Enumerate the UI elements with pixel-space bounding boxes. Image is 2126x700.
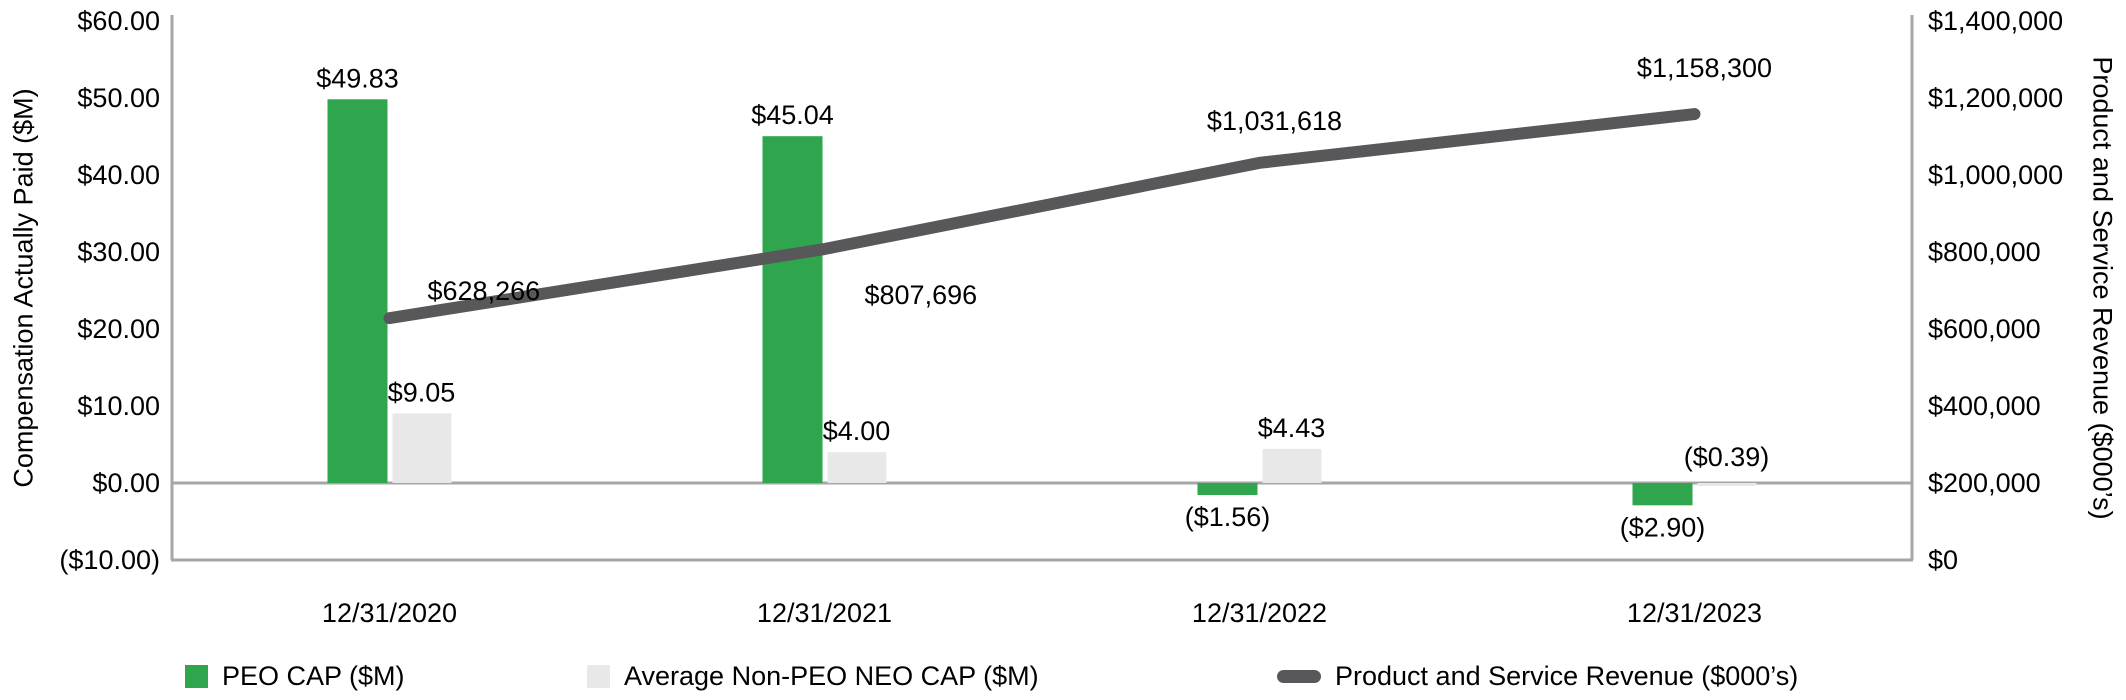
right-axis-tick-label: $400,000	[1928, 391, 2041, 421]
revenue-line	[383, 108, 1701, 325]
bar-avg-neo-cap-0	[392, 413, 452, 483]
x-axis-label: 12/31/2021	[757, 598, 892, 628]
right-axis-tick-label: $1,200,000	[1928, 83, 2063, 113]
revenue-data-label: $1,158,300	[1637, 53, 1772, 83]
peo-cap-data-label: ($1.56)	[1185, 502, 1271, 532]
legend-label-avg-non-peo-neo-cap: Average Non-PEO NEO CAP ($M)	[624, 660, 1039, 691]
left-axis-tick-label: $30.00	[77, 237, 160, 267]
bar-peo-cap-0	[327, 99, 388, 484]
bar-peo-cap-1	[762, 136, 823, 483]
avg-neo-cap-data-label: ($0.39)	[1684, 442, 1770, 472]
left-axis-tick-label: $10.00	[77, 391, 160, 421]
right-axis-tick-label: $600,000	[1928, 314, 2041, 344]
bar-peo-cap-2	[1197, 483, 1258, 496]
avg-neo-cap-data-label: $4.43	[1258, 413, 1326, 443]
left-axis-tick-label: $40.00	[77, 160, 160, 190]
legend-label-peo-cap: PEO CAP ($M)	[222, 660, 405, 691]
bar-peo-cap-3	[1632, 483, 1693, 506]
left-axis-title: Compensation Actually Paid ($M)	[8, 88, 39, 488]
right-axis-tick-label: $1,400,000	[1928, 6, 2063, 36]
revenue-data-label: $628,266	[428, 276, 541, 306]
revenue-data-label: $1,031,618	[1207, 106, 1342, 136]
left-axis-tick-label: $60.00	[77, 6, 160, 36]
legend-item-revenue: Product and Service Revenue ($000’s)	[1277, 658, 1798, 694]
legend-swatch-peo-cap-icon	[185, 664, 208, 688]
right-axis-tick-label: $0	[1928, 545, 1958, 575]
peo-cap-data-label: ($2.90)	[1620, 512, 1706, 542]
x-axis-label: 12/31/2022	[1192, 598, 1327, 628]
right-axis-tick-label: $800,000	[1928, 237, 2041, 267]
peo-cap-data-label: $45.04	[751, 100, 834, 130]
x-axis-label: 12/31/2023	[1627, 598, 1762, 628]
legend-label-revenue: Product and Service Revenue ($000’s)	[1335, 660, 1799, 691]
left-axis-tick-label: $20.00	[77, 314, 160, 344]
right-axis-tick-label: $200,000	[1928, 468, 2041, 498]
bar-avg-neo-cap-2	[1262, 448, 1322, 483]
legend-swatch-revenue-line-icon	[1277, 669, 1321, 683]
right-axis-title: Product and Service Revenue ($000’s)	[2087, 56, 2118, 520]
legend-item-peo-cap: PEO CAP ($M)	[185, 658, 405, 694]
revenue-data-label: $807,696	[865, 280, 978, 310]
legend-swatch-avg-non-peo-neo-cap-icon	[587, 664, 610, 688]
peo-cap-data-label: $49.83	[316, 63, 399, 93]
avg-neo-cap-data-label: $9.05	[388, 377, 456, 407]
left-axis-tick-label: $50.00	[77, 83, 160, 113]
left-axis-tick-label: $0.00	[92, 468, 160, 498]
avg-neo-cap-data-label: $4.00	[823, 416, 891, 446]
x-axis-label: 12/31/2020	[322, 598, 457, 628]
right-axis-tick-label: $1,000,000	[1928, 160, 2063, 190]
bar-avg-neo-cap-1	[827, 452, 887, 483]
bar-avg-neo-cap-3	[1697, 483, 1757, 487]
left-axis-tick-label: ($10.00)	[59, 545, 160, 575]
legend-item-avg-non-peo-neo-cap: Average Non-PEO NEO CAP ($M)	[587, 658, 1039, 694]
